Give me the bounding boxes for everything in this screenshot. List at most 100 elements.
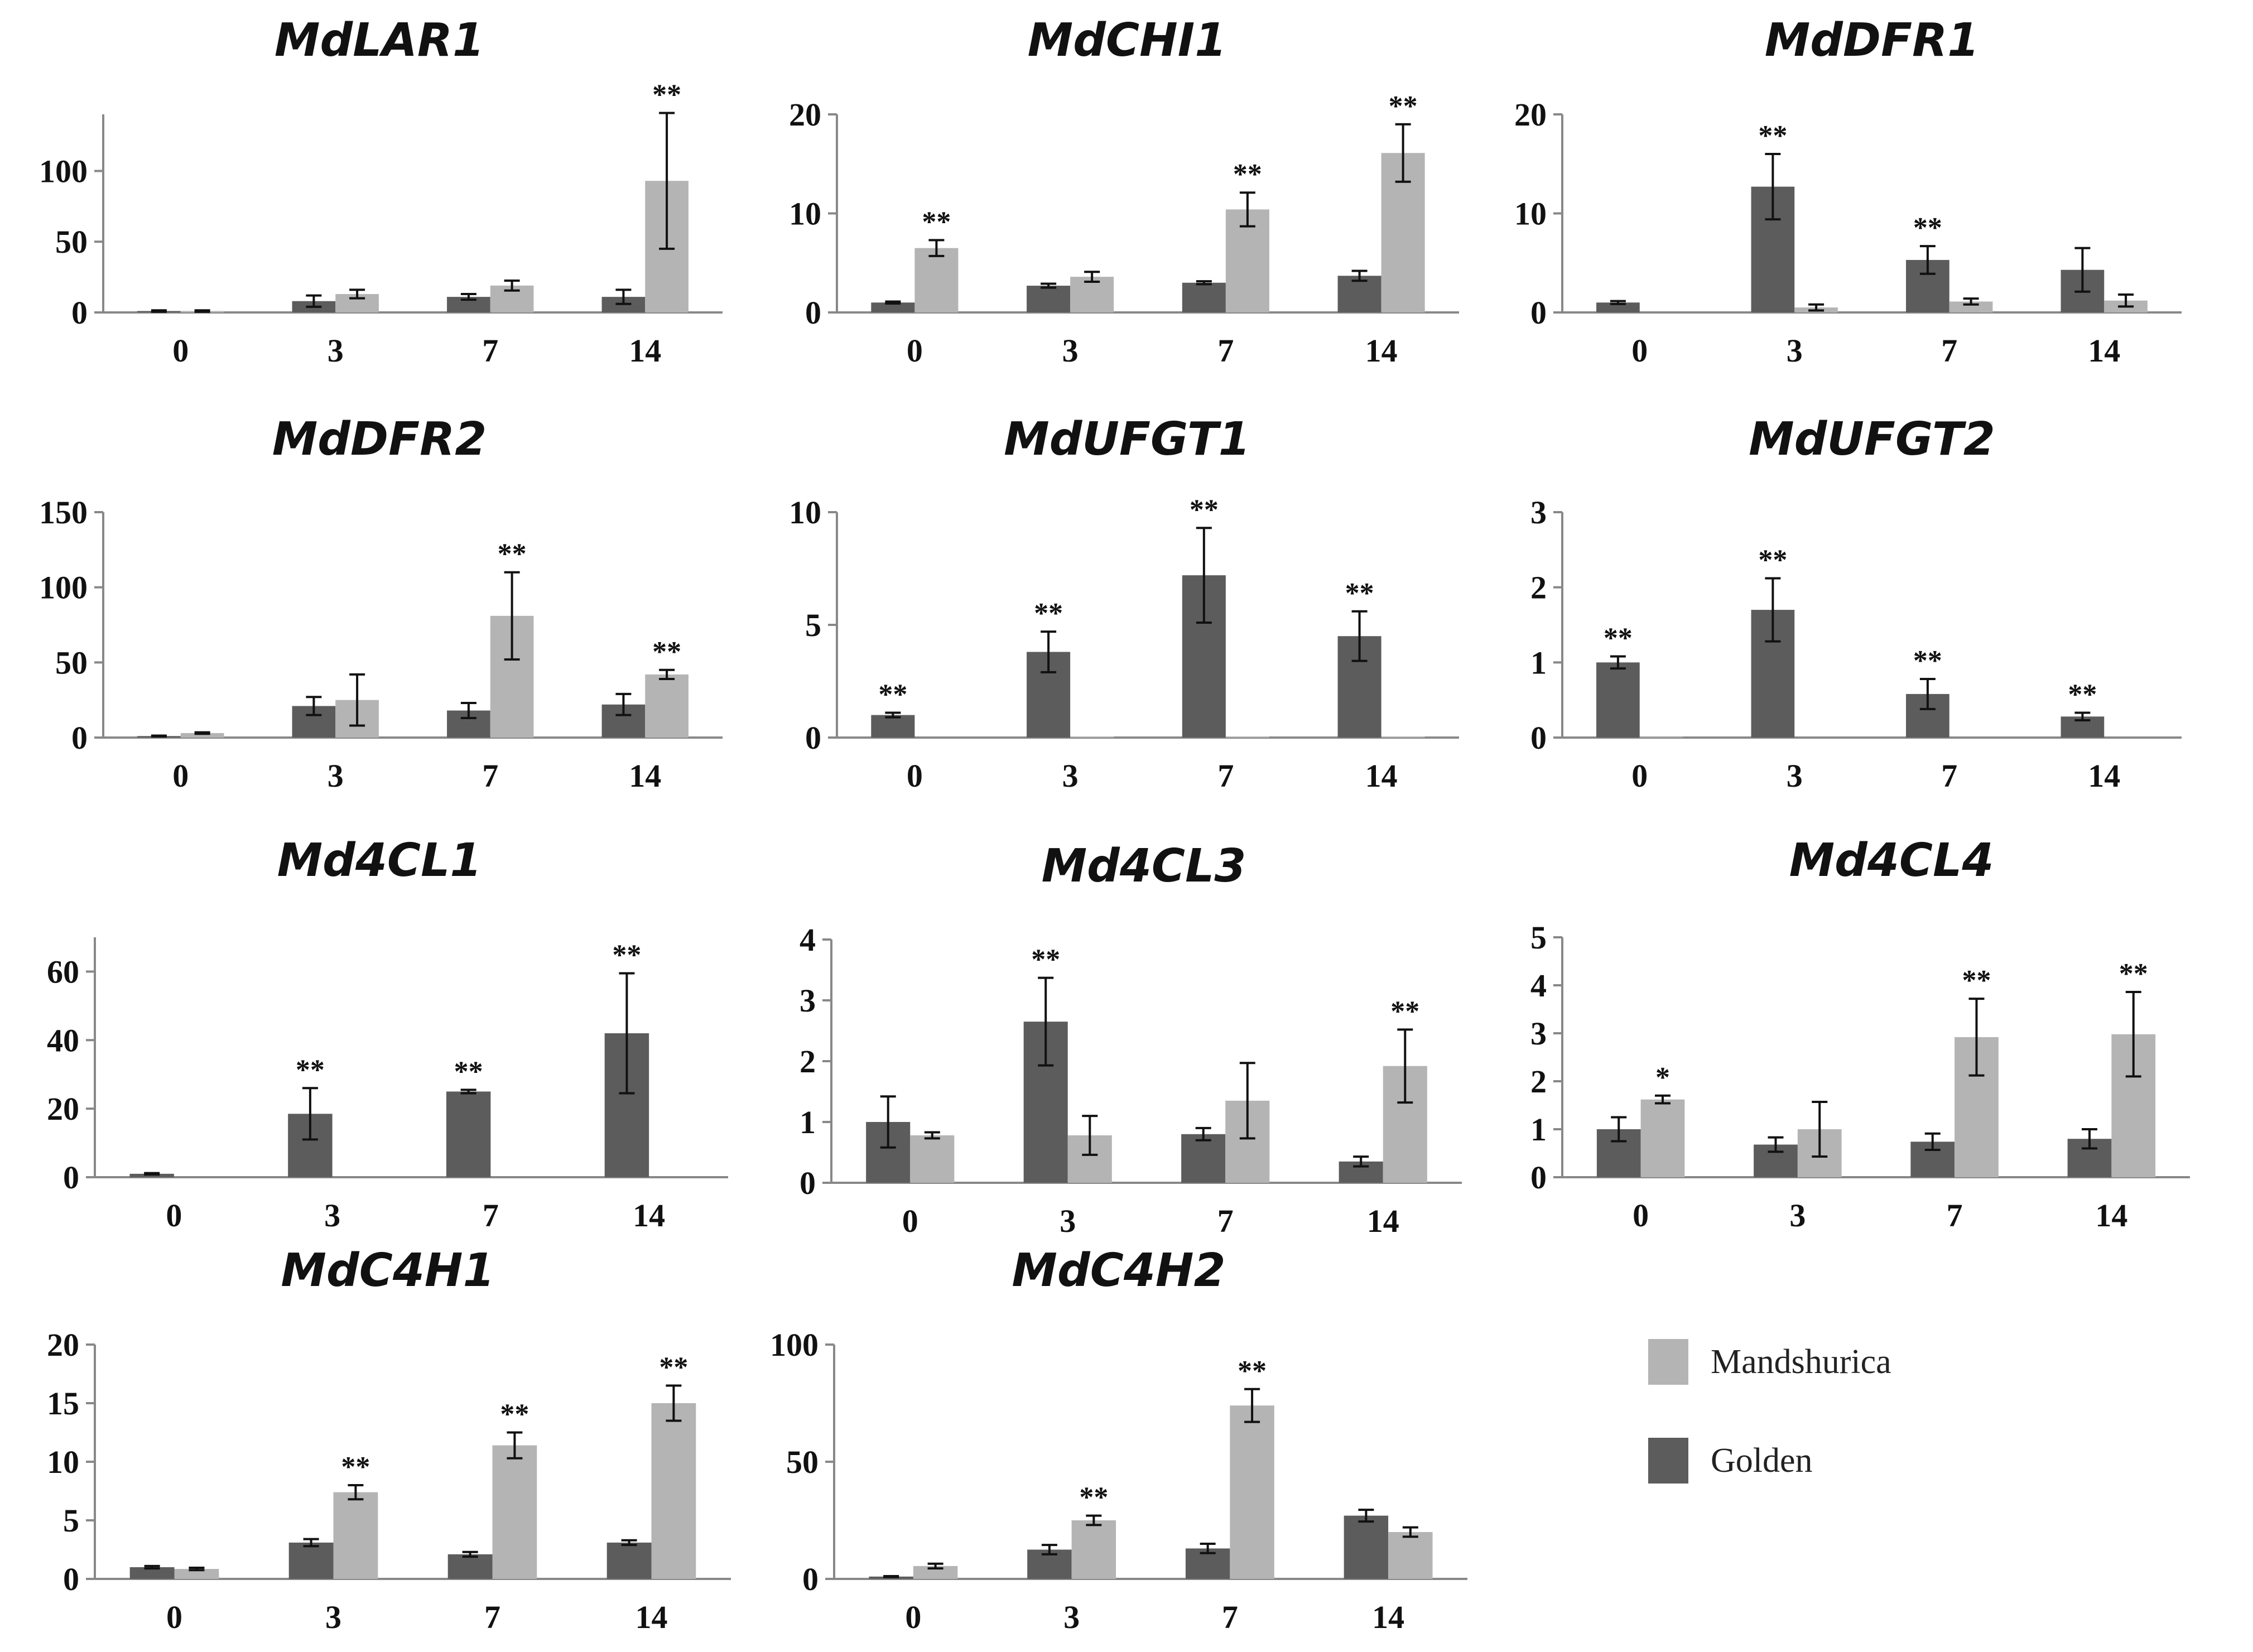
x-tick-label: 7 — [1941, 758, 1957, 794]
significance-label: ** — [922, 206, 951, 238]
x-tick-label: 7 — [482, 333, 498, 369]
chart-title: MdCHI1 — [1028, 14, 1227, 67]
significance-label: ** — [1190, 494, 1219, 526]
x-tick-label: 7 — [484, 1599, 500, 1635]
significance-label: ** — [1233, 158, 1262, 190]
panel-mdufgt1: MdUFGT1 0 5 10 0 ** 3 ** 7 ** 14 ** — [789, 413, 1459, 794]
significance-label: ** — [1079, 1482, 1108, 1514]
y-tick-label: 0 — [800, 1165, 816, 1201]
x-tick-label: 14 — [636, 1599, 668, 1635]
x-tick-label: 14 — [1365, 758, 1398, 794]
chart-title: MdDFR2 — [272, 413, 487, 466]
bar-mandshurica — [910, 1135, 955, 1183]
bar-mandshurica — [1225, 736, 1269, 738]
y-tick-label: 40 — [47, 1022, 79, 1058]
x-tick-label: 0 — [1631, 333, 1648, 369]
x-tick-label: 0 — [907, 758, 923, 794]
x-tick-label: 0 — [1633, 1197, 1649, 1234]
y-tick-label: 20 — [1514, 97, 1547, 133]
x-tick-label: 0 — [166, 1599, 182, 1635]
x-tick-label: 3 — [328, 333, 344, 369]
significance-label: ** — [1034, 598, 1063, 629]
significance-label: ** — [498, 538, 527, 570]
y-tick-label: 0 — [63, 1159, 79, 1196]
chart-title: Md4CL3 — [1042, 840, 1246, 893]
x-tick-label: 0 — [907, 333, 923, 369]
bar-mandshurica — [651, 1403, 696, 1579]
y-tick-label: 2 — [1530, 1063, 1547, 1100]
bar-mandshurica — [645, 674, 689, 738]
bar-mandshurica — [1949, 301, 1993, 312]
bar-golden — [1182, 282, 1226, 312]
x-tick-label: 14 — [2088, 333, 2120, 369]
y-tick-label: 3 — [1530, 1015, 1547, 1052]
chart-title: MdC4H2 — [1012, 1244, 1225, 1297]
bar-golden — [1596, 662, 1640, 738]
x-tick-label: 3 — [1060, 1203, 1076, 1239]
y-tick-label: 0 — [1530, 295, 1547, 331]
y-tick-label: 0 — [802, 1561, 819, 1597]
y-tick-label: 2 — [1530, 570, 1547, 606]
x-tick-label: 7 — [1217, 333, 1234, 369]
y-tick-label: 4 — [800, 922, 816, 958]
y-tick-label: 50 — [786, 1444, 819, 1480]
x-tick-label: 14 — [2095, 1197, 2127, 1234]
y-tick-label: 2 — [800, 1043, 816, 1080]
panel-md4cl3: Md4CL3 0 1 2 3 4 0 3 ** 7 14 ** — [800, 840, 1462, 1239]
panel-md4cl4: Md4CL4 0 1 2 3 4 5 0 * 3 7 ** 14 ** — [1530, 834, 2190, 1234]
y-tick-label: 0 — [63, 1561, 79, 1597]
bar-golden — [1027, 286, 1071, 312]
bar-golden — [871, 715, 915, 738]
x-tick-label: 0 — [172, 758, 189, 794]
bar-mandshurica — [1070, 736, 1114, 738]
x-tick-label: 7 — [1217, 758, 1234, 794]
x-tick-label: 14 — [629, 333, 661, 369]
significance-label: ** — [652, 79, 681, 110]
significance-label: ** — [454, 1056, 483, 1087]
legend-swatch-golden — [1648, 1438, 1688, 1484]
y-tick-label: 5 — [63, 1502, 79, 1539]
significance-label: ** — [612, 940, 641, 971]
y-tick-label: 5 — [805, 607, 821, 643]
y-tick-label: 100 — [39, 570, 88, 606]
x-tick-label: 14 — [1372, 1599, 1404, 1635]
significance-label: ** — [1031, 944, 1060, 976]
significance-label: ** — [1604, 623, 1633, 654]
chart-title: MdUFGT2 — [1749, 413, 1995, 466]
y-tick-label: 5 — [1530, 919, 1547, 956]
x-tick-label: 0 — [172, 333, 189, 369]
y-tick-label: 3 — [800, 982, 816, 1019]
y-tick-label: 1 — [800, 1104, 816, 1140]
bar-golden — [129, 1567, 175, 1579]
x-tick-label: 3 — [1789, 1197, 1806, 1234]
x-tick-label: 14 — [2088, 758, 2120, 794]
significance-label: ** — [1758, 120, 1787, 152]
bar-mandshurica — [1071, 1520, 1116, 1579]
x-tick-label: 0 — [1631, 758, 1648, 794]
panel-mddfr1: MdDFR1 0 10 20 0 3 ** 7 ** 14 — [1514, 14, 2182, 369]
y-tick-label: 10 — [789, 196, 821, 232]
significance-label: ** — [296, 1054, 325, 1086]
bar-golden — [871, 302, 915, 312]
y-tick-label: 0 — [805, 720, 821, 756]
significance-label: ** — [1962, 965, 1991, 996]
x-tick-label: 7 — [1222, 1599, 1238, 1635]
bar-golden — [446, 1091, 491, 1177]
x-tick-label: 14 — [1365, 333, 1398, 369]
bar-mandshurica — [492, 1445, 537, 1579]
panel-md4cl1: Md4CL1 0 20 40 60 0 3 ** 7 ** 14 ** — [47, 834, 728, 1234]
x-tick-label: 14 — [633, 1197, 665, 1234]
panel-mdc4h1: MdC4H1 0 5 10 15 20 0 3 ** 7 ** 14 ** — [47, 1244, 731, 1635]
x-tick-label: 7 — [1217, 1203, 1234, 1239]
x-tick-label: 7 — [1941, 333, 1957, 369]
panel-mdufgt2: MdUFGT2 0 1 2 3 0 ** 3 ** 7 ** 14 ** — [1530, 413, 2182, 794]
bar-mandshurica — [1381, 736, 1425, 738]
y-tick-label: 0 — [805, 295, 821, 331]
bar-golden — [1181, 1134, 1226, 1183]
bar-golden — [447, 1554, 493, 1579]
y-tick-label: 10 — [1514, 196, 1547, 232]
chart-title: MdDFR1 — [1765, 14, 1980, 67]
x-tick-label: 3 — [1787, 333, 1803, 369]
